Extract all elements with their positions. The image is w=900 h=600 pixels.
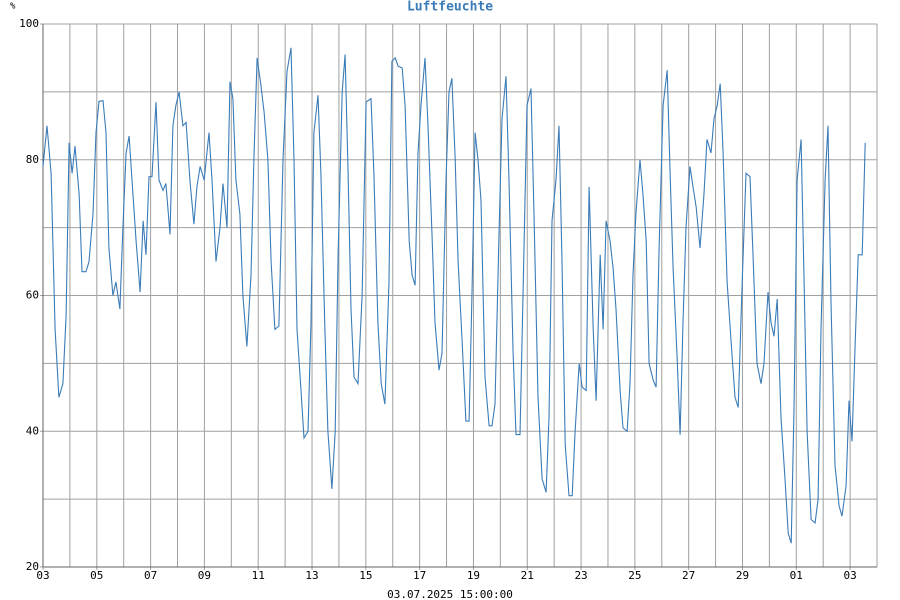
x-axis-label: 03.07.2025 15:00:00 [387, 588, 513, 600]
x-tick-label: 19 [467, 569, 480, 582]
y-tick-label: 60 [26, 289, 39, 302]
x-tick-label: 07 [144, 569, 157, 582]
x-tick-label: 23 [574, 569, 587, 582]
x-tick-label: 03 [36, 569, 49, 582]
chart-title: Luftfeuchte [407, 0, 493, 15]
x-tick-label: 27 [682, 569, 695, 582]
y-tick-label: 100 [19, 17, 39, 30]
x-tick-label: 13 [305, 569, 318, 582]
y-tick-label: 20 [26, 560, 39, 573]
x-tick-label: 01 [790, 569, 803, 582]
y-axis-label: % [10, 2, 16, 12]
x-tick-label: 11 [252, 569, 265, 582]
x-tick-label: 05 [90, 569, 103, 582]
data-line [42, 47, 866, 544]
x-tick-label: 03 [843, 569, 856, 582]
x-tick-label: 15 [359, 569, 372, 582]
x-tick-label: 21 [521, 569, 534, 582]
y-tick-label: 80 [26, 153, 39, 166]
x-tick-label: 17 [413, 569, 426, 582]
y-tick-label: 40 [26, 424, 39, 437]
x-tick-label: 25 [628, 569, 641, 582]
x-tick-label: 29 [736, 569, 749, 582]
x-tick-label: 09 [198, 569, 211, 582]
